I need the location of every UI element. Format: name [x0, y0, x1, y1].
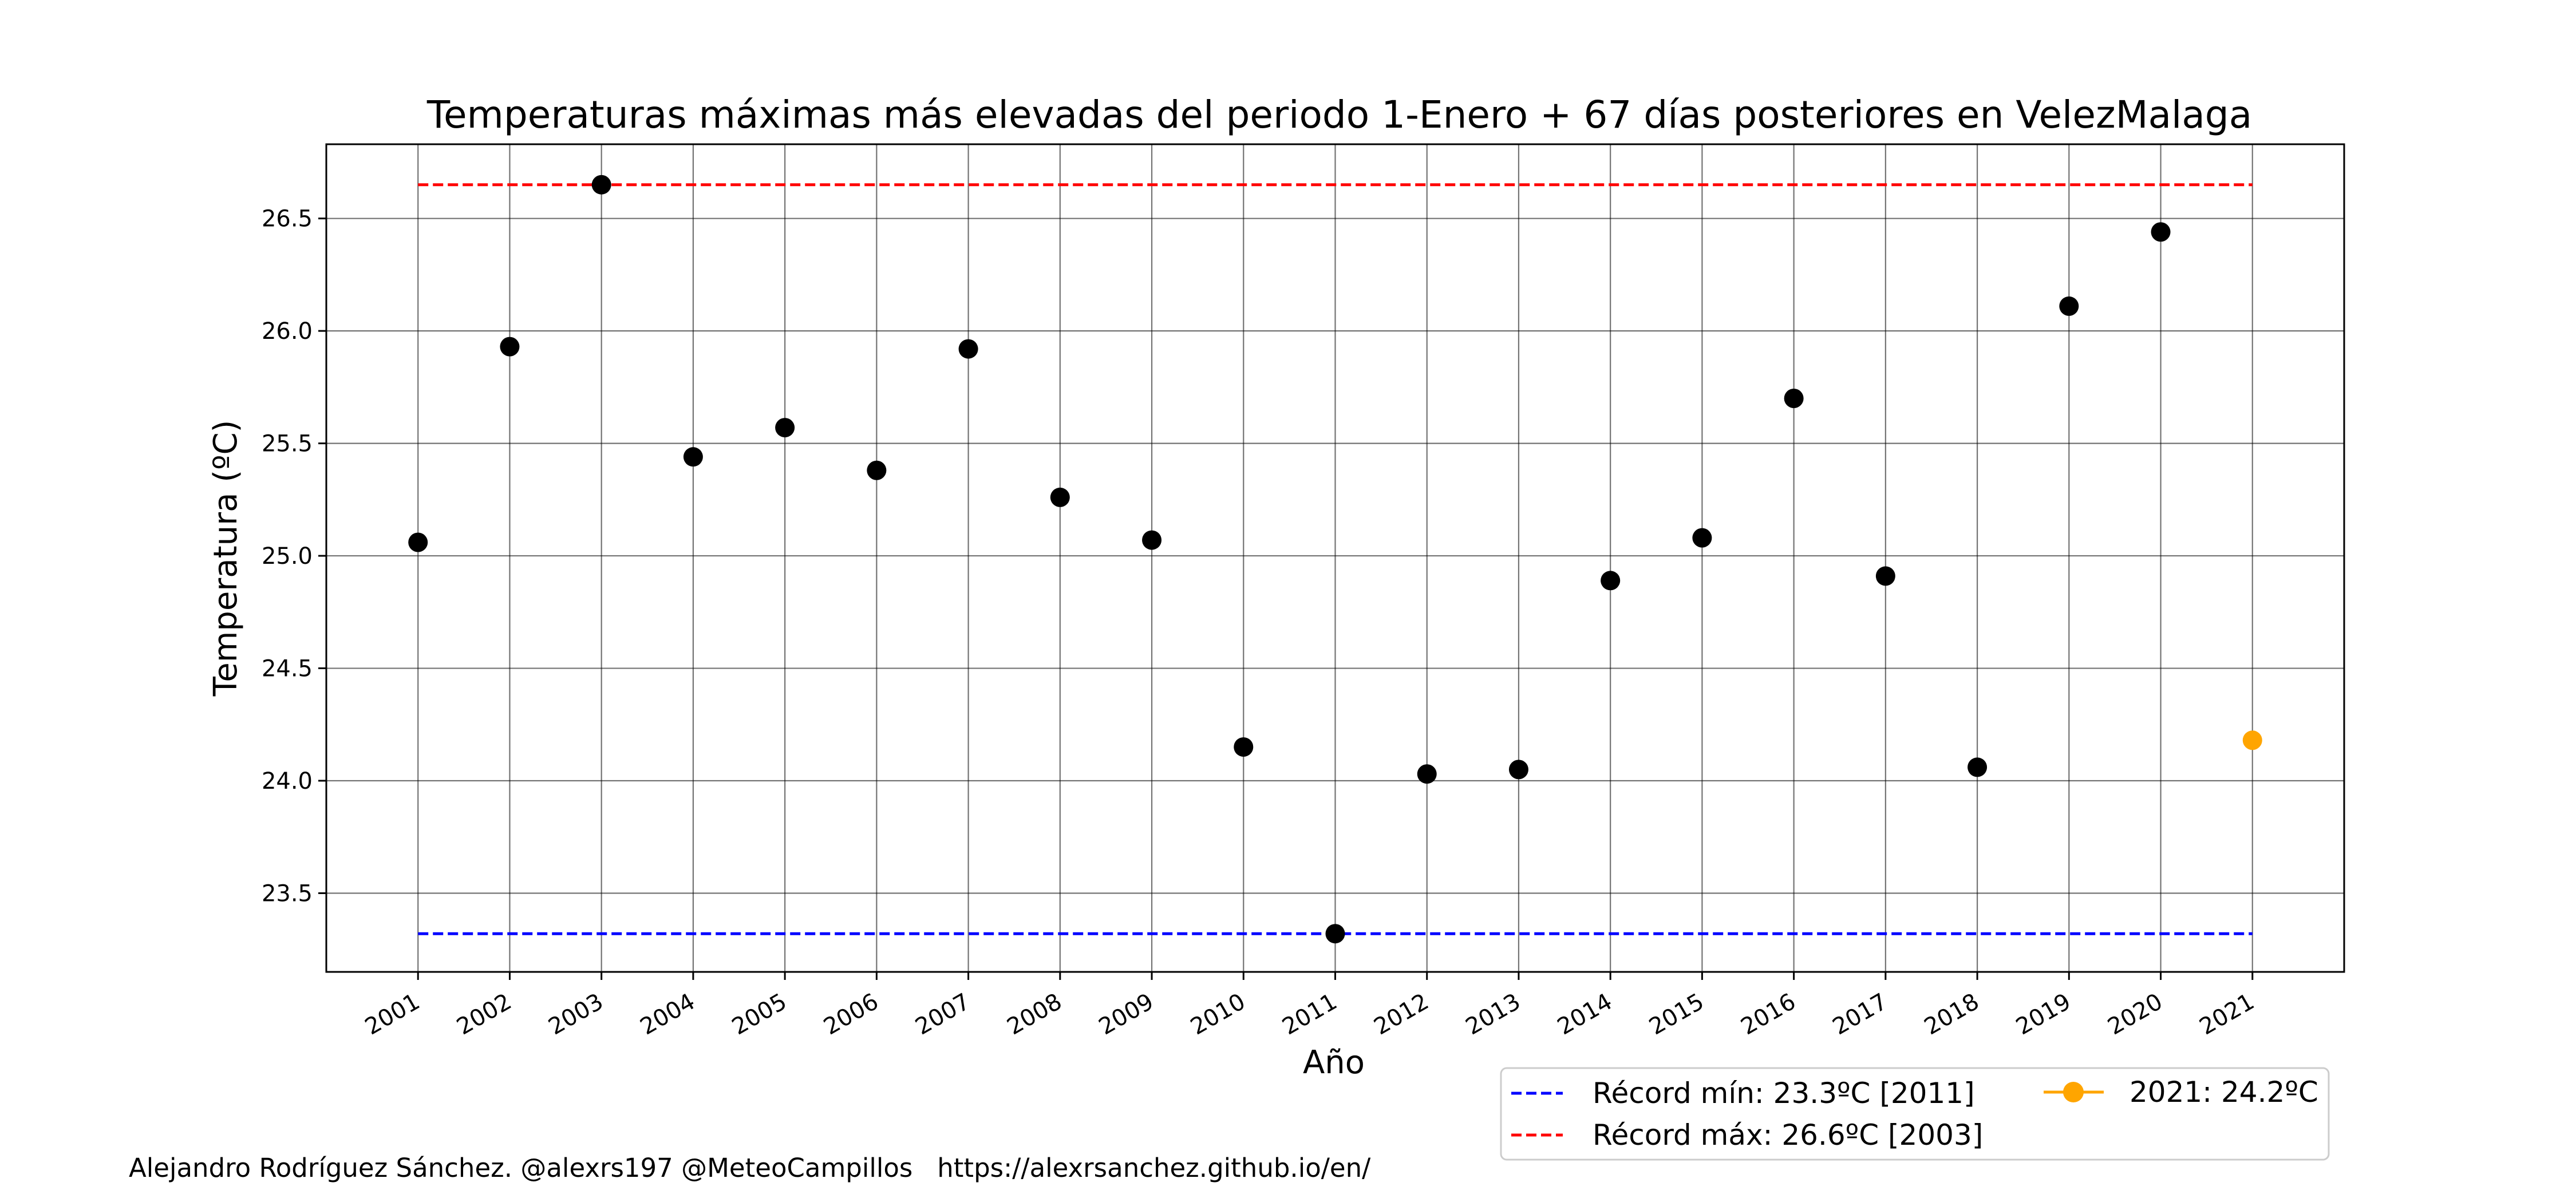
y-tick-label: 26.0 [262, 318, 313, 345]
data-point [775, 418, 795, 438]
y-axis-label: Temperatura (ºC) [207, 420, 244, 697]
y-tick-label: 26.5 [262, 206, 313, 232]
data-point [683, 447, 703, 467]
data-point [500, 337, 520, 357]
legend: Récord mín: 23.3ºC [2011] Récord máx: 26… [1500, 1067, 2330, 1161]
data-point [1142, 530, 1162, 550]
chart-title: Temperaturas máximas más elevadas del pe… [426, 93, 2252, 137]
data-point [1234, 737, 1254, 757]
data-point [1050, 487, 1070, 507]
legend-2021-label: 2021: 24.2ºC [2129, 1076, 2318, 1109]
data-point [2059, 296, 2079, 316]
data-point [408, 532, 428, 552]
data-point [1784, 389, 1804, 409]
data-point [867, 460, 887, 480]
y-tick-label: 24.5 [262, 656, 313, 682]
y-axis-ticks: 23.5 24.0 24.5 25.0 25.5 26.0 26.5 [262, 206, 326, 907]
x-axis-label: Año [1303, 1044, 1365, 1081]
data-point [1325, 924, 1345, 944]
data-point [958, 339, 978, 359]
data-point [1692, 528, 1712, 548]
data-point [1417, 764, 1437, 784]
data-point [1875, 566, 1895, 586]
data-point [1967, 757, 1988, 777]
y-tick-label: 24.0 [262, 768, 313, 794]
y-tick-label: 25.0 [262, 543, 313, 570]
data-point [1601, 571, 1621, 591]
legend-box [1500, 1067, 2330, 1161]
y-tick-label: 25.5 [262, 431, 313, 457]
data-point-2021 [2242, 730, 2262, 750]
legend-max-label: Récord máx: 26.6ºC [2003] [1593, 1118, 1983, 1152]
legend-min-label: Récord mín: 23.3ºC [2011] [1593, 1077, 1975, 1110]
data-point [591, 175, 611, 195]
legend-2021-marker [2063, 1082, 2084, 1102]
data-point [1508, 760, 1528, 780]
grid-lines [326, 144, 2344, 972]
data-point [2151, 222, 2171, 242]
y-tick-label: 23.5 [262, 880, 313, 907]
data-points [408, 175, 2262, 944]
footer-credit: Alejandro Rodríguez Sánchez. @alexrs197 … [129, 1153, 1371, 1183]
